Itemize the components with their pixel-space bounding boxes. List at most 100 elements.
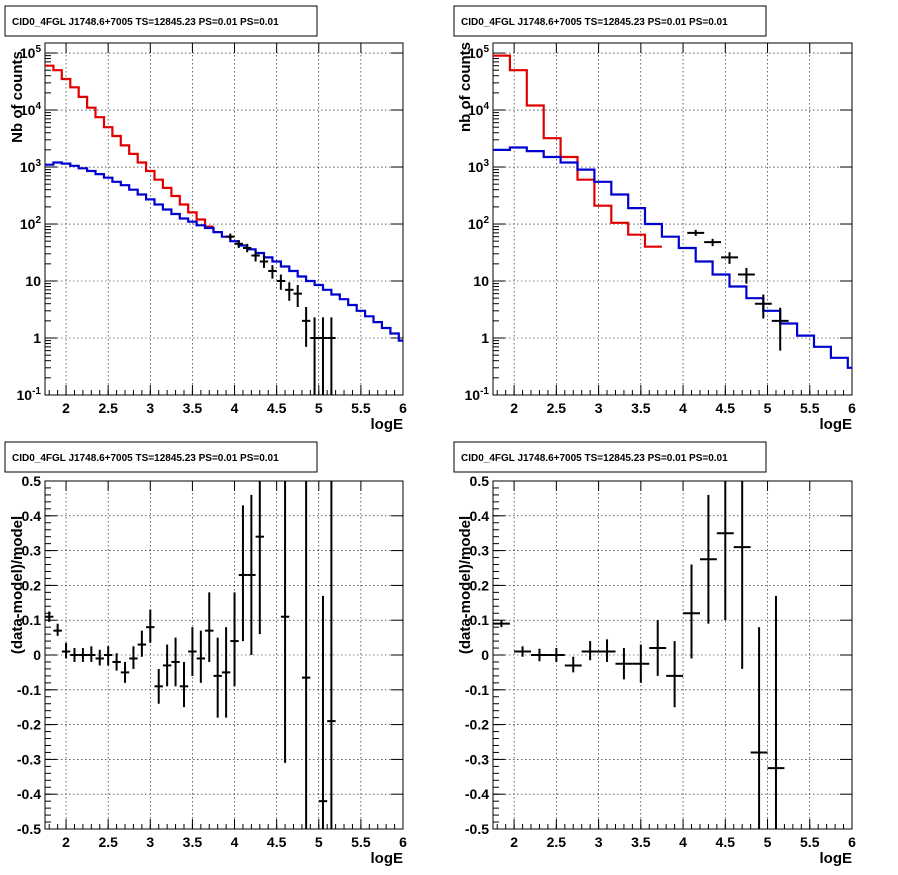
y-tick-base: 10 — [468, 45, 484, 61]
data-point — [95, 649, 104, 666]
plot-frame — [44, 42, 404, 396]
x-tick-label: 3.5 — [183, 834, 203, 850]
x-tick-label: 2.5 — [547, 834, 567, 850]
x-tick-label: 2.5 — [547, 400, 567, 416]
y-tick-base: 10 — [20, 102, 36, 118]
data-point — [129, 646, 138, 669]
y-tick-label: 0.4 — [470, 508, 490, 524]
plot-frame — [492, 42, 853, 396]
y-tick-label: 0.1 — [470, 612, 490, 628]
y-axis-label: (data-model)/model — [9, 516, 26, 654]
x-tick-label: 4.5 — [267, 400, 287, 416]
x-tick-label: 2.5 — [98, 400, 118, 416]
x-tick-label: 5.5 — [800, 834, 820, 850]
chart-title: CID0_4FGL J1748.6+7005 TS=12845.23 PS=0.… — [461, 17, 728, 28]
plot-area — [45, 481, 336, 829]
x-tick-label: 2 — [62, 400, 70, 416]
y-tick-label: 103 — [20, 158, 42, 175]
y-tick-exponent: -1 — [32, 386, 41, 397]
data-point — [564, 656, 582, 673]
data-point — [268, 265, 277, 279]
y-tick-label: 0.2 — [22, 577, 42, 593]
data-point — [531, 648, 548, 662]
data-point — [514, 646, 532, 657]
y-tick-label: -0.1 — [17, 682, 41, 698]
y-axis-label: nb of counts — [457, 42, 474, 132]
data-point — [188, 627, 197, 676]
y-tick-base: 10 — [468, 159, 484, 175]
plot-area — [493, 481, 785, 829]
x-tick-label: 5.5 — [351, 834, 371, 850]
y-axis-label: Nb of counts — [9, 51, 26, 143]
x-tick-label: 4 — [679, 834, 687, 850]
x-tick-label: 5.5 — [800, 400, 820, 416]
title-box — [4, 441, 318, 473]
data-point — [687, 229, 705, 236]
x-tick-label: 3 — [595, 400, 603, 416]
data-point — [213, 637, 222, 718]
y-tick-exponent: 5 — [35, 44, 41, 55]
x-tick-label: 3 — [595, 834, 603, 850]
y-tick-label: -0.4 — [465, 786, 489, 802]
data-point — [171, 637, 180, 687]
y-tick-label: 10-1 — [17, 386, 42, 403]
data-point — [226, 233, 235, 241]
x-tick-label: 4 — [679, 400, 687, 416]
chart-2: CID0_4FGL J1748.6+7005 TS=12845.23 PS=0.… — [453, 5, 856, 433]
data-point — [53, 623, 62, 636]
title-box — [453, 441, 767, 473]
data-point — [318, 595, 328, 829]
data-point — [327, 317, 336, 395]
data-point — [771, 307, 789, 351]
x-tick-label: 6 — [848, 834, 856, 850]
data-point — [179, 661, 189, 708]
y-tick-label: -0.1 — [465, 682, 489, 698]
data-point — [87, 646, 96, 662]
x-tick-label: 5 — [315, 400, 323, 416]
x-tick-label: 6 — [399, 400, 407, 416]
data-point — [112, 653, 121, 671]
y-tick-label: 0 — [481, 647, 489, 663]
x-tick-label: 2 — [62, 834, 70, 850]
data-point — [327, 481, 336, 829]
y-tick-label: 10-1 — [465, 386, 490, 403]
plot-area — [45, 64, 403, 395]
data-point — [716, 481, 734, 621]
x-tick-label: 6 — [399, 834, 407, 850]
data-point — [649, 620, 667, 676]
x-tick-label: 4 — [231, 400, 239, 416]
data-point — [754, 294, 772, 319]
y-tick-exponent: 2 — [483, 215, 489, 226]
plot-area — [493, 54, 852, 369]
data-point — [70, 648, 79, 662]
data-point — [301, 306, 311, 347]
data-point — [230, 592, 239, 687]
y-tick-label: 102 — [20, 215, 42, 232]
y-tick-base: 10 — [468, 102, 484, 118]
y-tick-label: -0.5 — [465, 821, 489, 837]
data-point — [737, 267, 755, 284]
data-point — [205, 592, 214, 662]
y-tick-base: 10 — [468, 216, 484, 232]
y-tick-label: -0.4 — [17, 786, 41, 802]
step-series-2 — [493, 146, 852, 369]
y-tick-exponent: 5 — [483, 44, 489, 55]
x-tick-label: 4.5 — [716, 834, 736, 850]
chart-title: CID0_4FGL J1748.6+7005 TS=12845.23 PS=0.… — [12, 453, 279, 464]
data-point — [750, 627, 768, 829]
x-tick-label: 4.5 — [267, 834, 287, 850]
x-axis-label: logE — [820, 416, 853, 433]
y-tick-label: 103 — [468, 158, 490, 175]
y-tick-label: -0.5 — [17, 821, 41, 837]
y-tick-base: 10 — [20, 216, 36, 232]
y-tick-base: 10 — [17, 387, 33, 403]
data-point — [276, 274, 286, 290]
data-point — [242, 243, 252, 253]
y-tick-exponent: 3 — [483, 158, 489, 169]
data-point — [255, 481, 265, 635]
data-point — [285, 282, 294, 301]
y-tick-label: 1 — [33, 330, 41, 346]
data-point — [259, 255, 269, 268]
y-tick-label: 0.1 — [22, 612, 42, 628]
x-tick-label: 6 — [848, 400, 856, 416]
